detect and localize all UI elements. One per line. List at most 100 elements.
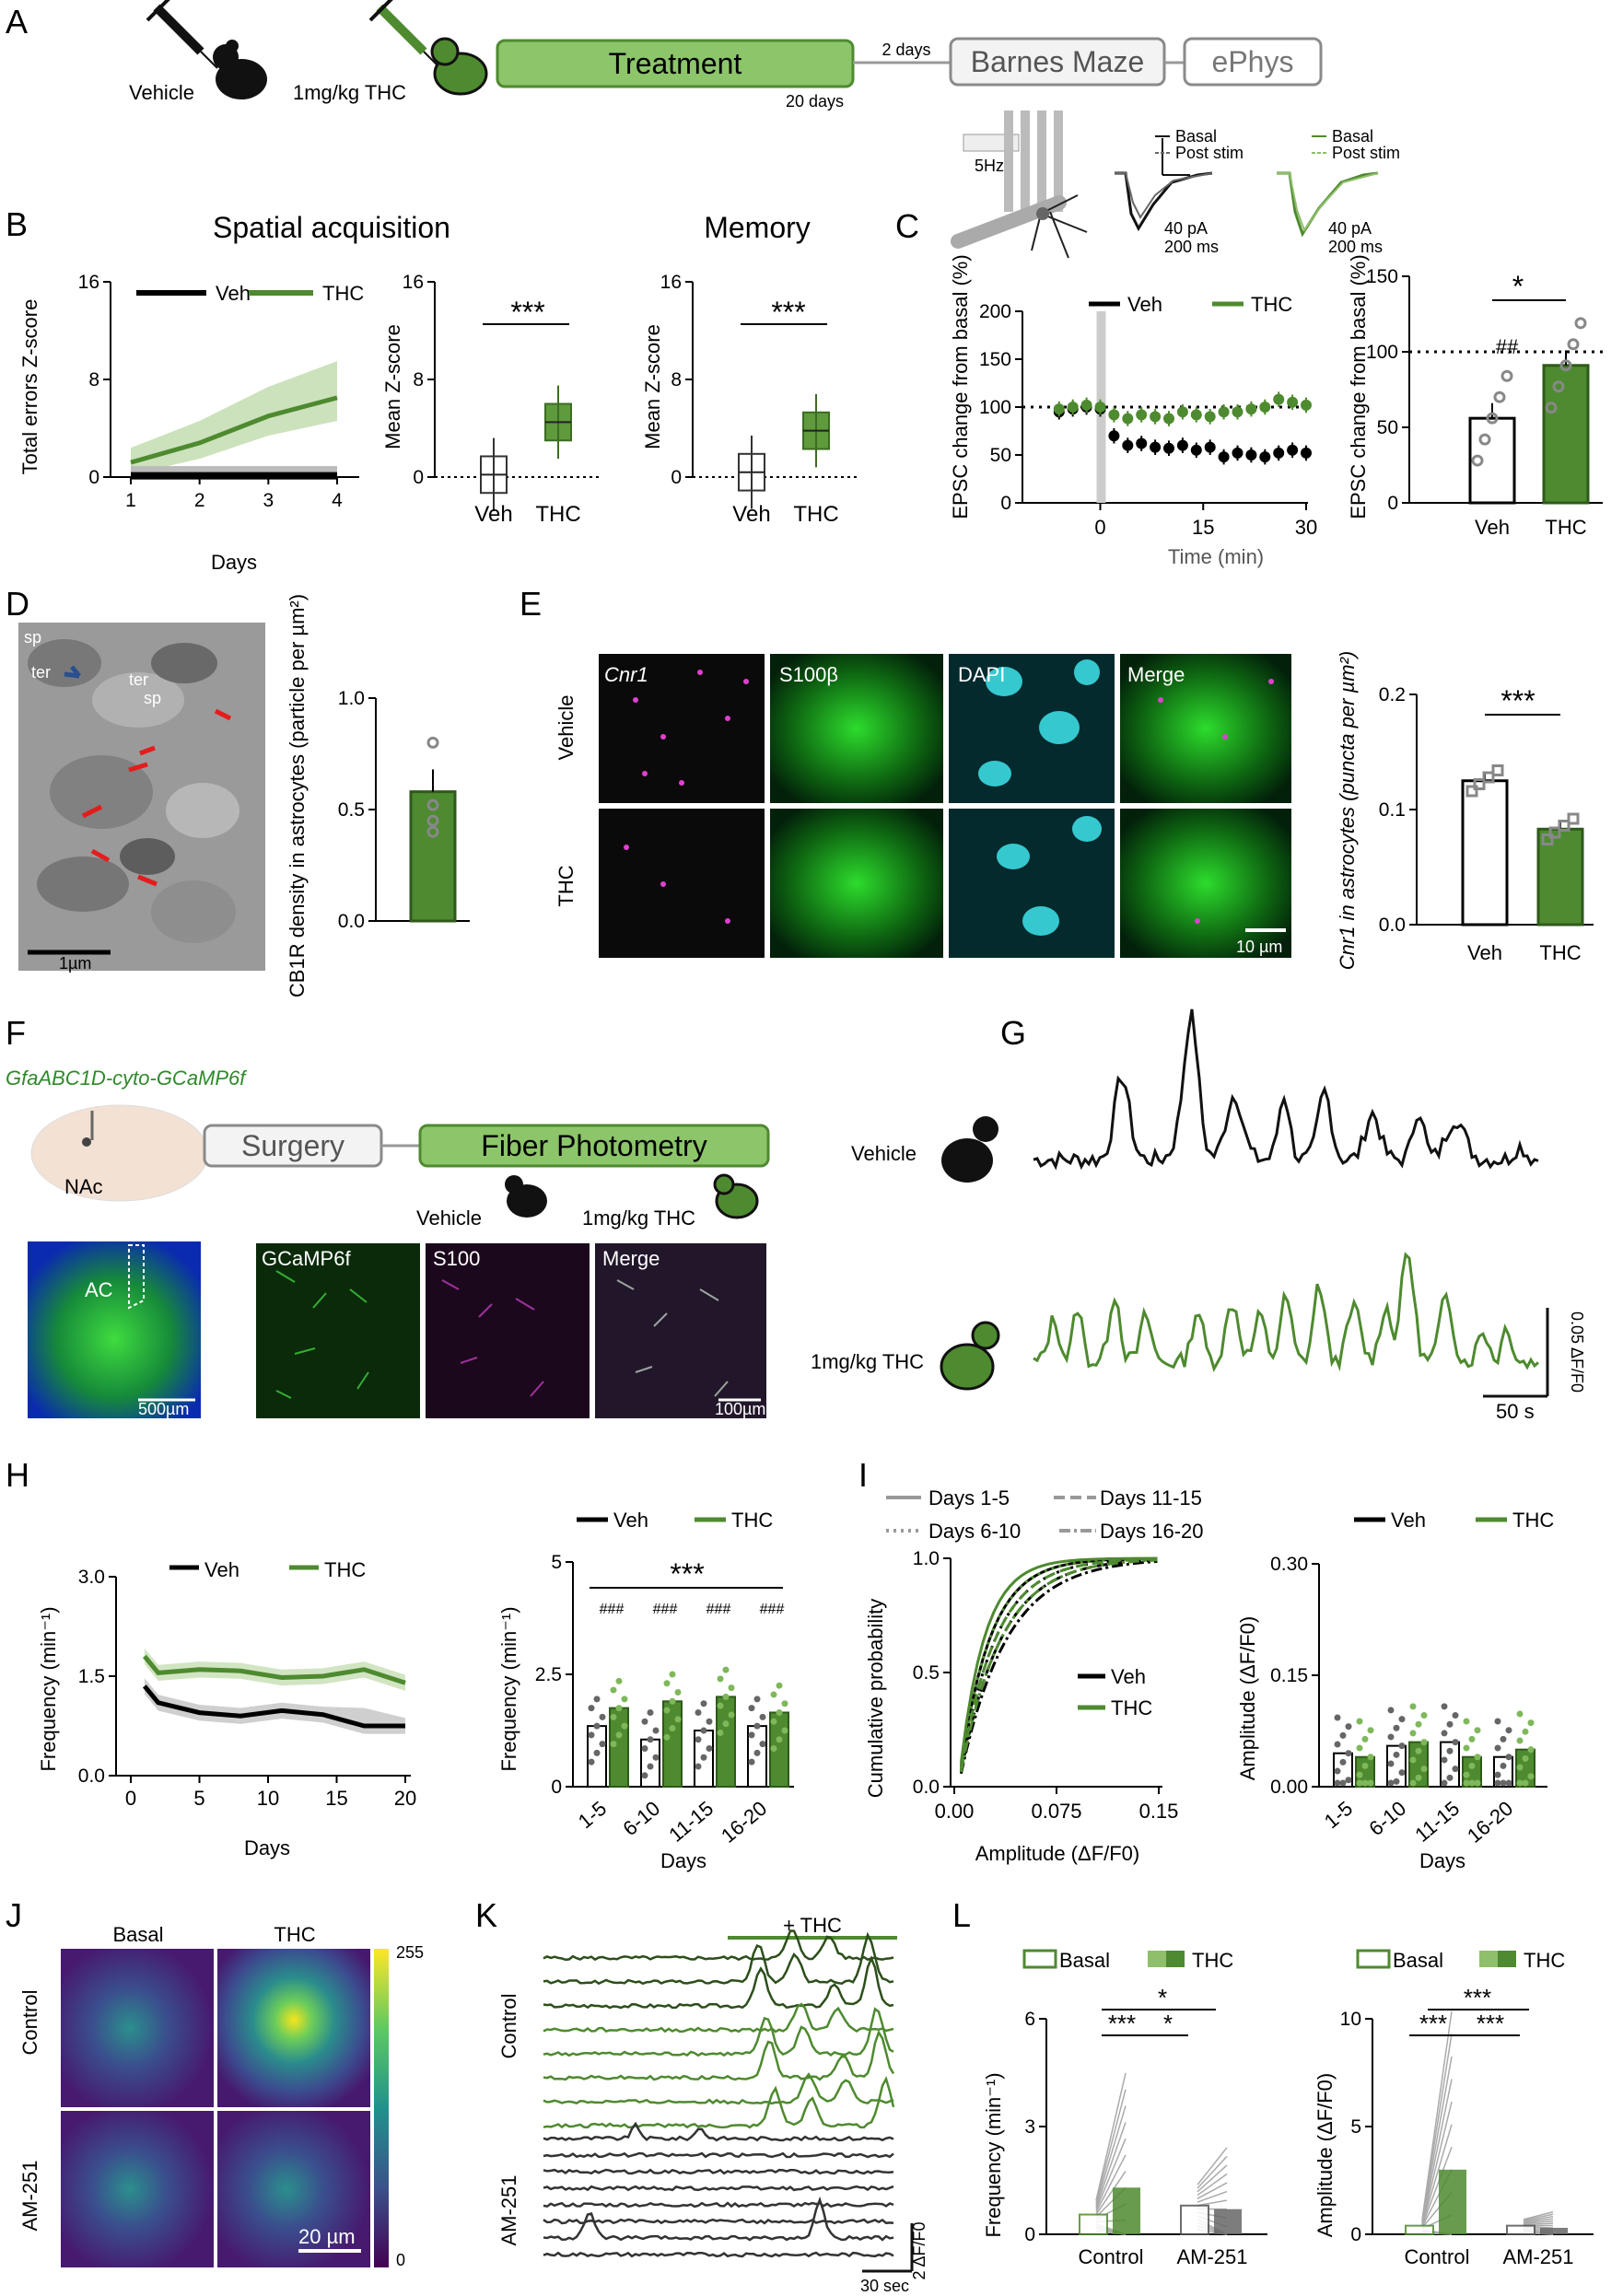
legend-thc: THC [324, 1558, 366, 1581]
panel-a: A Vehicle 1mg/kg THC Treatment 20 days 2… [6, 0, 1400, 259]
dot [1474, 1727, 1481, 1734]
x-tick-label: 1-5 [1320, 1797, 1357, 1834]
epsc-trace-veh [1115, 138, 1213, 232]
point-THC [1094, 402, 1106, 413]
legend-basal-thc: Basal [1332, 127, 1373, 146]
legend-veh-bar: Veh [613, 1509, 648, 1532]
error-band-THC [144, 1648, 405, 1691]
dot [753, 1749, 761, 1756]
point-THC [1136, 409, 1148, 421]
ylabel-l-freq: Frequency (min⁻¹) [982, 2072, 1005, 2237]
dot [615, 1677, 623, 1684]
dot [717, 1702, 724, 1709]
point-THC [1245, 403, 1257, 415]
vehicle-label: Vehicle [129, 81, 194, 104]
legend-veh: Veh [216, 282, 251, 305]
x-tick-label: 0.075 [1031, 1800, 1081, 1823]
dot [1361, 1762, 1369, 1769]
dot [728, 1711, 735, 1719]
bar-THC [1355, 1755, 1375, 1788]
paired-line [1197, 2190, 1228, 2203]
dot [1468, 1762, 1476, 1769]
sig-label: *** [1464, 1984, 1491, 2011]
trace-am251 [543, 2201, 894, 2209]
dot [1559, 359, 1572, 372]
trace-am251 [543, 2218, 894, 2225]
bar-THC [662, 1700, 683, 1789]
point-THC [1067, 402, 1079, 413]
sig-h: *** [670, 1557, 704, 1591]
x-tick-label: 15 [1192, 516, 1214, 539]
dot [1491, 764, 1504, 776]
dot [770, 1745, 777, 1753]
trace-vehicle [1033, 1008, 1539, 1171]
y-tick-label: 0 [1000, 493, 1011, 514]
paired-line [1421, 2056, 1453, 2222]
colorbar-min: 0 [396, 2251, 405, 2269]
dot [663, 1733, 671, 1741]
img-s100-veh [770, 654, 943, 803]
trace-control [543, 2076, 895, 2129]
dot [426, 736, 439, 749]
xlabel-h-line: Days [244, 1836, 290, 1859]
dot [674, 1689, 682, 1696]
dot [1387, 1707, 1395, 1714]
dot [1398, 1742, 1406, 1750]
x-tick-label: 6-10 [1364, 1797, 1410, 1840]
dot [1493, 390, 1506, 403]
dot [1415, 1720, 1422, 1728]
panel-letter: E [520, 585, 542, 623]
point-THC [1204, 411, 1216, 423]
ms-scale-veh: 200 ms [1164, 238, 1219, 256]
arrow-icons [64, 665, 232, 887]
thc-label: 1mg/kg THC [293, 81, 406, 104]
paired-line [1523, 2215, 1554, 2222]
dot [1463, 1779, 1470, 1787]
panel-letter: I [858, 1456, 868, 1494]
dot [1500, 1779, 1507, 1787]
dot [728, 1684, 735, 1692]
dot [641, 1745, 648, 1753]
trace-am251 [543, 2168, 894, 2175]
bar-thc [1540, 2227, 1568, 2234]
ms-scale-thc: 200 ms [1328, 238, 1383, 256]
dot [669, 1697, 676, 1705]
bar-basal [1506, 2224, 1535, 2235]
sig-label: * [1163, 2010, 1173, 2037]
surgery-label: Surgery [241, 1129, 344, 1162]
xlabel-amp: Days [1419, 1849, 1465, 1872]
dot [1334, 1714, 1341, 1721]
dot [748, 1731, 755, 1739]
img-label-merge: Merge [602, 1247, 660, 1270]
point-THC [1287, 396, 1299, 408]
dot [1465, 785, 1478, 798]
cdf-thc [959, 1558, 1158, 1773]
dot [1441, 1756, 1448, 1764]
dot [695, 1763, 702, 1770]
ylabel-epsc: EPSC change from basal (%) [949, 254, 972, 519]
dot [1548, 826, 1561, 839]
x-tick-label: THC [1545, 516, 1586, 539]
colorbar-max: 255 [396, 1943, 424, 1962]
dot [1452, 1766, 1459, 1773]
img-cnr1-thc [599, 809, 765, 958]
y-tick-label: 200 [979, 301, 1011, 322]
y-tick-label: 6 [1024, 2009, 1035, 2030]
point-THC [1273, 393, 1285, 405]
y-tick-label: 16 [660, 272, 682, 293]
dot [588, 1731, 595, 1739]
dot [1420, 1739, 1428, 1746]
days2-label: 2 days [882, 41, 930, 59]
bar-cb1r [409, 790, 457, 923]
cdf-veh [959, 1559, 1158, 1775]
bar-Veh [1461, 779, 1509, 927]
img-control-thc [217, 1949, 370, 2107]
dot [1409, 1779, 1417, 1787]
dot [1545, 402, 1558, 414]
trace-control [543, 2072, 894, 2105]
x-tick-label: 1-5 [574, 1797, 611, 1834]
point-Veh [1287, 444, 1299, 456]
bar-basal [1180, 2204, 1209, 2236]
dot [1409, 1730, 1417, 1737]
